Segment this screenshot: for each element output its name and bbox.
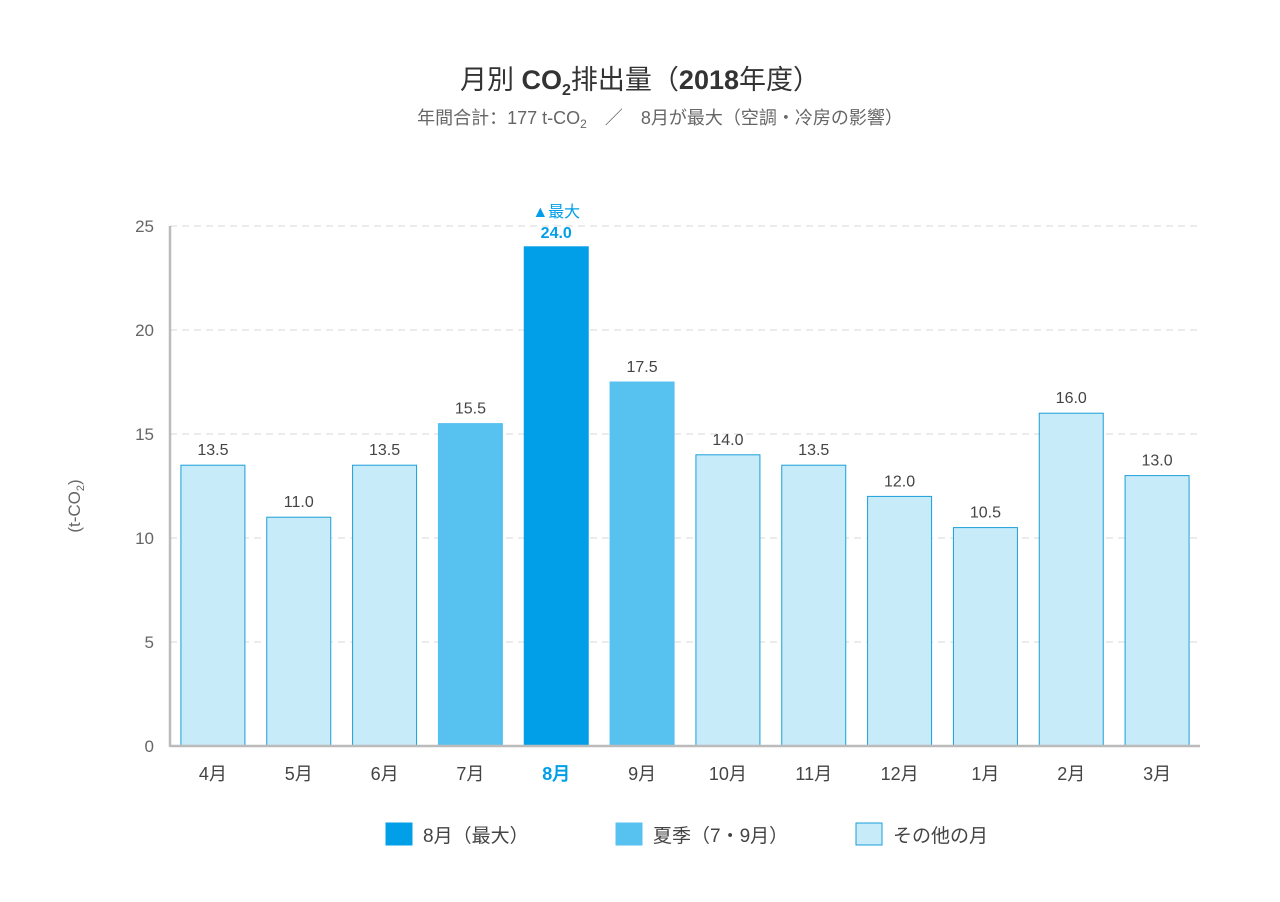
- x-tick-label-7月: 7月: [456, 764, 484, 784]
- bar-8月: [523, 246, 589, 747]
- x-tick-label-4月: 4月: [199, 764, 227, 784]
- legend-label-1: 夏季（7・9月）: [653, 825, 788, 847]
- chart-title: 月別 CO2排出量（2018年度）: [460, 65, 820, 99]
- x-tick-label-9月: 9月: [628, 764, 656, 784]
- value-label-3月: 13.0: [1142, 453, 1173, 470]
- title-middle: 排出量（: [571, 65, 679, 95]
- legend-label-0: 8月（最大）: [423, 825, 529, 847]
- y-tick-label-10: 10: [135, 529, 154, 548]
- x-tick-label-11月: 11月: [795, 764, 832, 784]
- y-axis-label-main: (t-CO: [65, 491, 84, 533]
- value-label-1月: 10.5: [970, 505, 1001, 522]
- bar-2月: [1038, 412, 1104, 747]
- value-label-10月: 14.0: [712, 432, 743, 449]
- x-tick-label-3月: 3月: [1143, 764, 1171, 784]
- legend-label-2: その他の月: [893, 825, 988, 847]
- value-label-7月: 15.5: [455, 401, 486, 418]
- subtitle-subscript: 2: [580, 117, 587, 131]
- title-co: CO: [522, 65, 563, 95]
- bar-11月: [781, 464, 847, 747]
- x-tick-label-12月: 12月: [881, 764, 919, 784]
- x-tick-label-5月: 5月: [285, 764, 313, 784]
- bars: [180, 246, 1190, 747]
- legend-swatch-1: [615, 822, 643, 846]
- x-tick-label-2月: 2月: [1057, 764, 1085, 784]
- bar-12月: [867, 495, 933, 747]
- max-annotation-label: ▲最大: [532, 203, 580, 221]
- value-labels: 13.5 11.0 13.5 15.5 ▲最大 24.0 17.5 14.0 13.5 12.0 1…: [197, 203, 1172, 522]
- y-tick-labels: 0 5 10 15 20 25: [135, 217, 154, 756]
- bar-5月: [266, 516, 332, 747]
- subtitle-part1: 年間合計：177 t-CO: [417, 108, 580, 128]
- y-tick-label-25: 25: [135, 217, 154, 236]
- value-label-4月: 13.5: [197, 442, 228, 459]
- subtitle-part2: ／ 8月が最大（空調・冷房の影響）: [587, 108, 903, 128]
- grid-lines: [170, 225, 1200, 643]
- bar-10月: [695, 454, 761, 747]
- bar-7月: [437, 423, 503, 747]
- x-tick-labels: 4月 5月 6月 7月 8月 9月 10月 11月 12月 1月 2月 3月: [199, 764, 1171, 784]
- title-prefix: 月別: [460, 65, 522, 95]
- y-axis-label-subscript: 2: [75, 485, 87, 491]
- x-tick-label-6月: 6月: [371, 764, 399, 784]
- title-year: 2018: [679, 65, 739, 95]
- y-axis-label-close: ): [65, 479, 84, 485]
- y-tick-label-20: 20: [135, 321, 154, 340]
- y-tick-label-15: 15: [135, 425, 154, 444]
- bar-9月: [609, 381, 675, 747]
- value-label-11月: 13.5: [798, 442, 829, 459]
- legend-swatch-0: [385, 822, 413, 846]
- title-suffix: 年度）: [739, 65, 820, 95]
- bar-4月: [180, 464, 246, 747]
- bar-3月: [1124, 475, 1190, 747]
- chart-subtitle: 年間合計：177 t-CO2 ／ 8月が最大（空調・冷房の影響）: [417, 108, 903, 131]
- axes: [168, 226, 1200, 748]
- bar-1月: [952, 527, 1018, 747]
- value-label-8月: 24.0: [541, 225, 572, 242]
- x-tick-label-1月: 1月: [971, 764, 999, 784]
- y-tick-label-0: 0: [145, 737, 154, 756]
- value-label-6月: 13.5: [369, 442, 400, 459]
- value-label-5月: 11.0: [284, 494, 314, 511]
- value-label-2月: 16.0: [1056, 390, 1087, 407]
- legend: 8月（最大） 夏季（7・9月） その他の月: [385, 822, 988, 847]
- value-label-9月: 17.5: [627, 359, 658, 376]
- bar-6月: [352, 464, 418, 747]
- legend-swatch-2: [855, 822, 883, 846]
- y-tick-label-5: 5: [145, 633, 154, 652]
- title-co-subscript: 2: [562, 82, 571, 99]
- x-tick-label-10月: 10月: [709, 764, 747, 784]
- x-tick-label-8月: 8月: [542, 764, 570, 784]
- y-axis-label: (t-CO2): [65, 479, 87, 532]
- value-label-12月: 12.0: [884, 473, 915, 490]
